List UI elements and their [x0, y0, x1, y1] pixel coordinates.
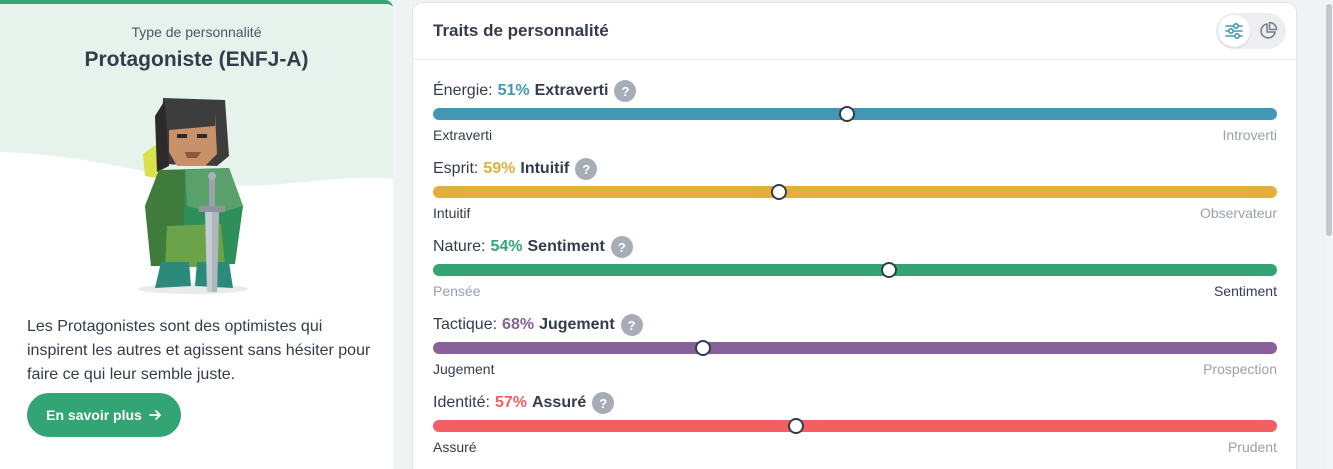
view-toggle: [1216, 13, 1286, 49]
trait-name: Identité:: [433, 394, 490, 411]
help-icon[interactable]: ?: [614, 80, 637, 102]
trait-label-row: Tactique: 68% Jugement ?: [433, 313, 643, 337]
arrow-right-icon: [148, 408, 162, 422]
pie-chart-icon: [1260, 21, 1278, 39]
help-icon[interactable]: ?: [592, 392, 615, 414]
trait-knob: [880, 262, 897, 278]
trait-dominant: Assuré: [531, 394, 587, 411]
learn-more-button[interactable]: En savoir plus: [27, 393, 181, 437]
trait-bar: [433, 264, 1277, 276]
trait-dominant: Intuitif: [520, 160, 570, 177]
trait-name: Énergie:: [433, 82, 493, 99]
trait-right-label: Observateur: [1199, 205, 1277, 221]
background-wave: [0, 4, 393, 186]
trait-bar: [433, 342, 1277, 354]
type-kicker: Type de personnalité: [131, 24, 262, 40]
pie-view-button[interactable]: [1252, 15, 1284, 47]
traits-card: Traits de personnalité: [412, 2, 1297, 469]
trait-percent: 59%: [483, 160, 516, 177]
trait-dominant: Extraverti: [534, 82, 609, 99]
trait-label-row: Énergie: 51% Extraverti ?: [433, 79, 637, 103]
trait-right-label: Introverti: [1222, 127, 1277, 143]
page-scrollbar[interactable]: [1325, 0, 1333, 469]
trait-dominant: Sentiment: [527, 238, 605, 255]
traits-card-header: Traits de personnalité: [413, 3, 1296, 60]
trait-right-label: Prospection: [1203, 361, 1277, 377]
trait-right-label: Sentiment: [1213, 283, 1277, 299]
learn-more-label: En savoir plus: [46, 407, 142, 423]
trait-label-row: Esprit: 59% Intuitif ?: [433, 157, 598, 181]
trait-bar: [433, 108, 1277, 120]
personality-description: Les Protagonistes sont des optimistes qu…: [27, 318, 371, 383]
trait-percent: 54%: [490, 238, 523, 255]
trait-knob: [787, 418, 804, 434]
help-icon[interactable]: ?: [620, 314, 643, 336]
trait-left-label: Jugement: [433, 361, 495, 377]
trait-energie: Énergie: 51% Extraverti ? Extraverti Int…: [433, 79, 1277, 149]
traits-card-title: Traits de personnalité: [433, 21, 609, 40]
trait-esprit: Esprit: 59% Intuitif ? Intuitif Observat…: [433, 157, 1277, 227]
sliders-view-button[interactable]: [1218, 15, 1250, 47]
trait-knob: [838, 106, 855, 122]
help-icon[interactable]: ?: [575, 158, 598, 180]
personality-type-title: Protagoniste (ENFJ-A): [84, 48, 309, 71]
trait-dominant: Jugement: [539, 316, 615, 333]
trait-label-row: Nature: 54% Sentiment ?: [433, 235, 633, 259]
trait-name: Esprit:: [433, 160, 479, 177]
sliders-icon: [1225, 22, 1243, 40]
trait-name: Tactique:: [433, 316, 498, 333]
trait-bar: [433, 420, 1277, 432]
trait-left-label: Assuré: [433, 439, 477, 455]
trait-left-label: Intuitif: [433, 205, 471, 221]
help-icon[interactable]: ?: [610, 236, 633, 258]
personality-type-card: Type de personnalité Protagoniste (ENFJ-…: [0, 0, 393, 469]
trait-percent: 68%: [502, 316, 535, 333]
trait-nature: Nature: 54% Sentiment ? Pensée Sentiment: [433, 235, 1277, 305]
trait-tactique: Tactique: 68% Jugement ? Jugement Prospe…: [433, 313, 1277, 383]
trait-knob: [771, 184, 788, 200]
trait-bar: [433, 186, 1277, 198]
trait-left-label: Pensée: [433, 283, 481, 299]
trait-name: Nature:: [433, 238, 486, 255]
trait-percent: 57%: [494, 394, 527, 411]
trait-knob: [695, 340, 712, 356]
trait-label-row: Identité: 57% Assuré ?: [433, 391, 615, 415]
protagonist-avatar: [138, 98, 248, 294]
trait-right-label: Prudent: [1227, 439, 1277, 455]
trait-left-label: Extraverti: [433, 127, 493, 143]
scrollbar-thumb[interactable]: [1326, 4, 1332, 236]
trait-percent: 51%: [497, 82, 530, 99]
trait-identite: Identité: 57% Assuré ? Assuré Prudent: [433, 391, 1277, 461]
